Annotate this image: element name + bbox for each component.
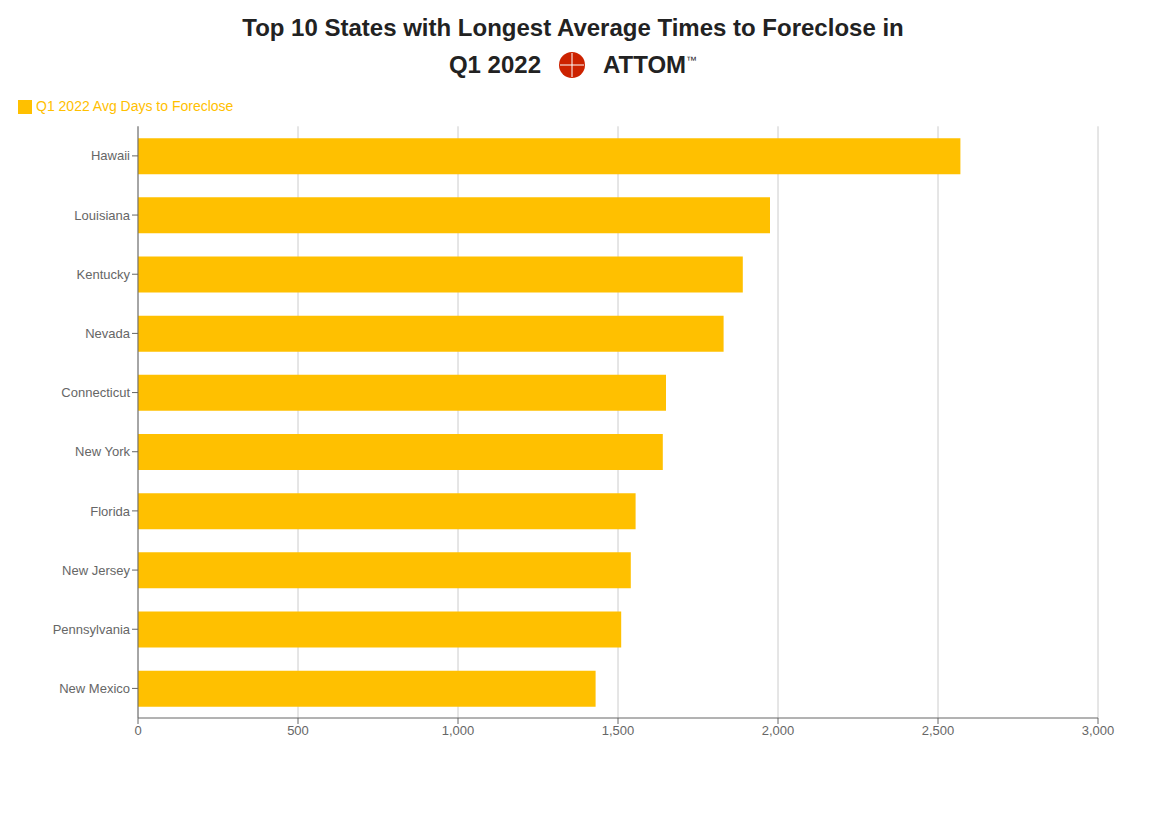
html-text:ATTOM: ATTOM [603, 51, 687, 78]
svg-text:3,000: 3,000 [1082, 723, 1115, 738]
svg-text:0: 0 [134, 723, 141, 738]
svg-text:2,000: 2,000 [762, 723, 795, 738]
svg-text:2,500: 2,500 [922, 723, 955, 738]
svg-text:1,500: 1,500 [602, 723, 635, 738]
svg-text:1,000: 1,000 [442, 723, 475, 738]
svg-text:Kentucky: Kentucky [77, 267, 131, 282]
svg-text:New Mexico: New Mexico [59, 681, 130, 696]
html-text:Q1 2022 Avg Days to Foreclose: Q1 2022 Avg Days to Foreclose [36, 98, 234, 114]
svg-text:Connecticut: Connecticut [61, 385, 130, 400]
svg-text:New York: New York [75, 444, 130, 459]
svg-text:Hawaii: Hawaii [91, 148, 130, 163]
svg-text:Pennsylvania: Pennsylvania [53, 622, 131, 637]
svg-text:500: 500 [287, 723, 309, 738]
svg-text:Louisiana: Louisiana [74, 208, 130, 223]
svg-text:Nevada: Nevada [85, 326, 131, 341]
svg-text:Florida: Florida [90, 504, 131, 519]
html-text:Q1 2022: Q1 2022 [448, 51, 541, 78]
svg-text:New Jersey: New Jersey [62, 563, 130, 578]
html-text:Top 10 States with Longest Ave: Top 10 States with Longest Average Times… [242, 14, 904, 41]
